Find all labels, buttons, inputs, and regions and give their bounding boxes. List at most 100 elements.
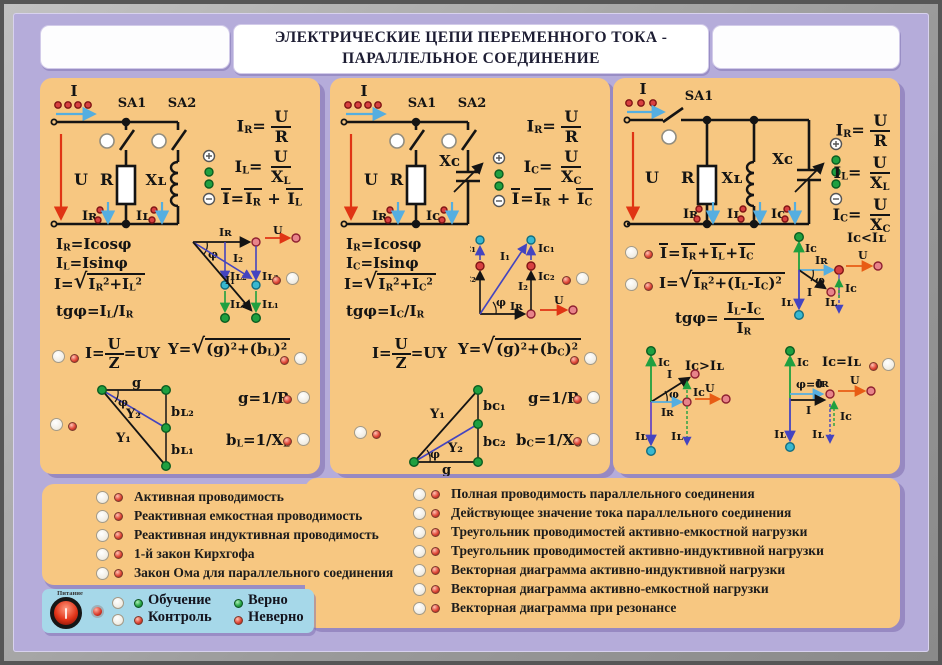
answer-button[interactable]: [882, 358, 895, 371]
answer-button[interactable]: [96, 528, 109, 542]
lamp-button[interactable]: [151, 133, 167, 149]
lamp-button[interactable]: [661, 129, 677, 145]
answer-button[interactable]: [96, 547, 109, 561]
rl-vector-diagram: Iʀ U φ Iʟ₂ Iʟ₂ Iʟ₁ Iʟ₁ I₂ I₁: [192, 226, 301, 323]
vector-diagram-ic-lt-il: Iᴄ<Iʟ Iᴄ Iʀ U φ I Iᴄ Iʟ Iʟ: [781, 231, 886, 320]
formula-il: IL= U XL: [833, 153, 890, 193]
cyan-dot: [646, 445, 657, 456]
answer-button[interactable]: [297, 391, 310, 404]
i-label: I: [667, 368, 672, 381]
bc1-label: bᴄ₁: [483, 399, 506, 414]
answer-led: [283, 437, 292, 446]
answer-button[interactable]: [96, 509, 109, 523]
answer-led: [114, 568, 123, 578]
answer-button[interactable]: [52, 350, 65, 363]
legend-label: Треугольник проводимостей активно-емкост…: [451, 524, 808, 539]
green-dot: [160, 460, 171, 471]
answer-button[interactable]: [413, 487, 426, 501]
power-mark-icon: [65, 607, 67, 619]
formula-ir-cos: IR=Icosφ: [346, 235, 422, 254]
cyan-dot: [251, 280, 261, 290]
switch-sa1-blade[interactable]: [118, 129, 136, 151]
led-dot: [384, 216, 392, 224]
answer-button[interactable]: [587, 391, 600, 404]
ic-label: Iᴄ: [693, 386, 705, 399]
il-label: Iʟ: [635, 430, 647, 443]
led-column: [829, 137, 843, 206]
i1-vector: [192, 241, 253, 312]
answer-button[interactable]: [294, 352, 307, 365]
answer-button[interactable]: [413, 544, 426, 558]
answer-button[interactable]: [297, 433, 310, 446]
green-led: [494, 169, 504, 179]
il-label: Iʟ: [136, 209, 150, 224]
ic2-label: Iᴄ₂: [470, 272, 476, 285]
mode-button-training[interactable]: [112, 597, 124, 609]
phi-label: φ: [496, 296, 506, 309]
formula-bc: bC=1/XC: [516, 431, 581, 450]
node-dot: [721, 394, 731, 404]
answer-button[interactable]: [96, 566, 109, 580]
i-label: I: [806, 404, 811, 417]
formula-i-magnitude: I= √ IR2+IL2: [54, 270, 145, 294]
green-led: [494, 181, 504, 191]
green-led: [831, 167, 841, 177]
phi-zero-label: φ=0: [796, 378, 823, 391]
lamp-button[interactable]: [99, 133, 115, 149]
i1-vector: [479, 243, 528, 315]
answer-button[interactable]: [413, 525, 426, 539]
answer-led: [431, 489, 440, 499]
ir-label: Iʀ: [82, 209, 98, 224]
led-dot: [354, 101, 362, 109]
legend-label: Полная проводимость параллельного соедин…: [451, 486, 755, 501]
correct-led: [234, 599, 243, 608]
answer-button[interactable]: [625, 278, 638, 291]
green-dot: [97, 384, 108, 396]
green-dot: [160, 423, 171, 434]
mode-button-control[interactable]: [112, 614, 124, 626]
answer-button[interactable]: [413, 601, 426, 615]
switch-sa1-blade[interactable]: [662, 106, 684, 124]
answer-button[interactable]: [625, 246, 638, 259]
formula-ir-cos: IR=Icosφ: [56, 235, 132, 254]
ir-label: Iʀ: [219, 226, 232, 239]
switch-sa2-blade[interactable]: [170, 129, 188, 151]
power-button[interactable]: [50, 597, 82, 629]
answer-button[interactable]: [584, 352, 597, 365]
legend-label: Действующее значение тока параллельного …: [451, 505, 792, 520]
switch-sa1-blade[interactable]: [408, 129, 426, 151]
green-dot: [409, 456, 420, 467]
led-dot: [737, 215, 745, 223]
answer-button[interactable]: [576, 272, 589, 285]
current-label: I: [70, 82, 77, 100]
green-dot: [472, 456, 483, 467]
answer-button[interactable]: [354, 426, 367, 439]
lamp-button[interactable]: [441, 133, 457, 149]
led-dot: [74, 101, 82, 109]
legend-item: Треугольник проводимостей активно-индукт…: [413, 543, 824, 559]
led-dot: [739, 205, 747, 213]
answer-button[interactable]: [286, 272, 299, 285]
answer-led: [70, 354, 79, 363]
legend-panel: Активная проводимость Реактивная емкостн…: [42, 478, 900, 628]
answer-button[interactable]: [50, 418, 63, 431]
ic1-label: Iᴄ₁: [538, 242, 555, 255]
lamp-button[interactable]: [389, 133, 405, 149]
formula-ic-sin: IC=Isinφ: [346, 254, 419, 273]
formula-kirchhoff: I=IR + IL: [221, 188, 303, 209]
green-dot: [250, 312, 261, 323]
answer-button[interactable]: [96, 490, 109, 504]
switch-sa2-blade[interactable]: [460, 129, 478, 151]
formula-ic: IC= U XC: [832, 195, 891, 235]
rl-admittance-triangle: g φ Y₂ bʟ₂ Y₁ bʟ₁: [97, 378, 194, 471]
control-led: [134, 616, 143, 625]
answer-button[interactable]: [413, 563, 426, 577]
i2-label: I₂: [233, 252, 243, 265]
answer-button[interactable]: [413, 506, 426, 520]
answer-button[interactable]: [587, 433, 600, 446]
led-dot: [783, 205, 791, 213]
formula-tg-phi: tgφ=IC/IR: [346, 302, 425, 321]
answer-button[interactable]: [413, 582, 426, 596]
